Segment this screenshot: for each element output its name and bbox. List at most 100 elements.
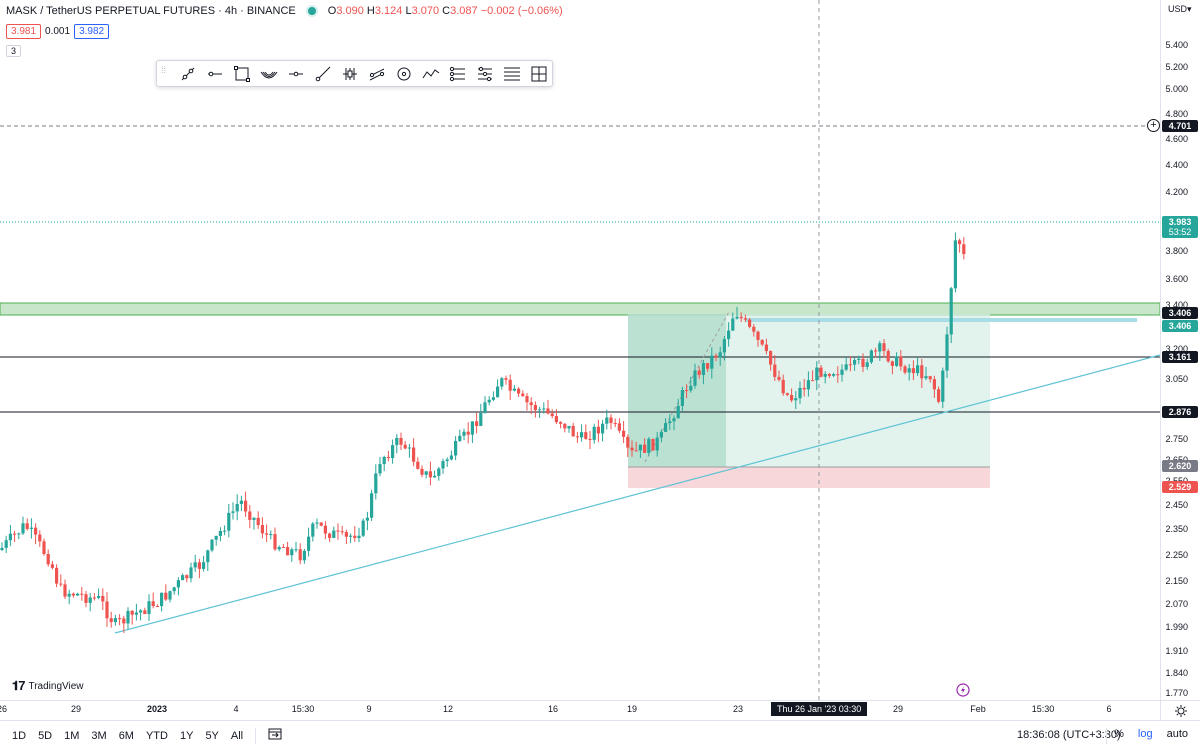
candle-body [794, 398, 798, 401]
path-tool-button[interactable] [417, 61, 444, 86]
alert-price-label[interactable]: 4.701 [1162, 120, 1198, 132]
tradingview-watermark[interactable]: 𝟏7 TradingView [8, 676, 88, 696]
candle-body [496, 386, 500, 398]
candle-body [785, 393, 789, 395]
candle-body [592, 426, 596, 440]
candle-body [298, 549, 302, 561]
ray-tool-button[interactable] [310, 61, 337, 86]
candle-body [0, 547, 4, 550]
horizontal-ray-tool-button[interactable] [202, 61, 229, 86]
market-open-status-icon [307, 7, 316, 15]
horizontal-line-tool-button[interactable] [283, 61, 310, 86]
candle-body [626, 436, 630, 448]
toolbar-drag-handle[interactable]: ⁞⁞ [161, 64, 167, 75]
price-tick: 2.250 [1165, 550, 1188, 560]
fib-fan-tool-button[interactable] [256, 61, 283, 86]
candle-body [206, 550, 210, 563]
horizontal-line-icon [289, 71, 304, 76]
timeframe-1d-button[interactable]: 1D [12, 729, 27, 742]
long-position-elapsed-zone[interactable] [628, 314, 726, 467]
price-tick: 2.750 [1165, 434, 1188, 444]
candle-body [67, 593, 71, 597]
fib-fan-icon [260, 71, 278, 78]
resistance-zone[interactable] [0, 302, 1160, 316]
candle-body [806, 380, 810, 390]
candle-body [563, 423, 567, 429]
parallel-channel-tool-button[interactable] [364, 61, 391, 86]
candle-body [853, 359, 857, 365]
tradingview-logo-icon: 𝟏7 [12, 678, 26, 693]
alert-plus-icon[interactable]: + [1147, 119, 1160, 132]
rectangle-tool-button[interactable] [229, 61, 256, 86]
timeframe-1y-button[interactable]: 1Y [179, 729, 194, 742]
timeframe-3m-button[interactable]: 3M [91, 729, 107, 742]
parallel-channel-icon [369, 68, 385, 80]
drawing-toolbar[interactable]: ⁞⁞ [156, 60, 553, 87]
auto-scale-toggle[interactable]: auto [1166, 728, 1188, 740]
candle-body [147, 601, 151, 614]
candle-body [571, 425, 575, 437]
circle-tool-button[interactable] [390, 61, 417, 86]
price-axis[interactable]: USD▾ 5.400 5.200 5.000 4.800 4.600 4.400 4.200… [1147, 0, 1200, 700]
candle-body [617, 423, 621, 431]
candle-body [895, 356, 899, 366]
timeframe-1m-button[interactable]: 1M [64, 729, 80, 742]
candle-body [647, 438, 651, 453]
settings-icon [1174, 704, 1187, 717]
date-range-button[interactable] [268, 728, 282, 743]
candle-body [664, 423, 668, 432]
pitchfork-tool-button[interactable] [337, 61, 364, 86]
candle-body [882, 343, 886, 351]
current-price-label: 3.983 53:52 [1162, 216, 1198, 238]
candle-body [920, 365, 924, 379]
candle-body [407, 447, 411, 449]
clock-timezone[interactable]: 18:36:08 (UTC+3:30) [1017, 729, 1121, 741]
candle-body [286, 547, 290, 556]
price-tick: 1.910 [1165, 646, 1188, 656]
percent-scale-toggle[interactable]: % [1114, 728, 1124, 740]
candle-body [328, 533, 332, 538]
sell-button[interactable]: 3.981 [6, 24, 42, 39]
timeframe-5d-button[interactable]: 5D [38, 729, 53, 742]
buy-button[interactable]: 3.982 [74, 24, 110, 39]
currency-selector[interactable]: USD▾ [1168, 4, 1192, 14]
candle-body [668, 421, 672, 424]
timeframe-all-button[interactable]: All [230, 729, 244, 742]
candle-body [710, 355, 714, 369]
trend-line-tool-button[interactable] [175, 61, 202, 86]
fib-retracement-tool-button[interactable] [498, 61, 525, 86]
measure-icon [531, 66, 547, 81]
candle-body [433, 475, 437, 478]
long-position-stop-zone[interactable] [628, 467, 990, 488]
candle-body [941, 370, 945, 402]
trend-line[interactable] [114, 354, 1160, 634]
price-tick: 3.400 [1165, 300, 1188, 310]
candle-body [399, 437, 403, 445]
candle-body [504, 378, 508, 380]
lightning-icon[interactable] [956, 683, 970, 697]
chart-area[interactable]: MASK / TetherUS PERPETUAL FUTURES · 4h ·… [0, 0, 1160, 700]
short-position-tool-button[interactable] [471, 61, 498, 86]
candle-body [651, 438, 655, 451]
candle-body [34, 527, 38, 535]
time-axis[interactable]: 26 29 2023 4 15:30 9 12 16 19 23 29 Feb … [0, 700, 1160, 720]
candle-body [802, 387, 806, 390]
measure-tool-button[interactable] [525, 61, 552, 86]
long-position-tool-button[interactable] [444, 61, 471, 86]
price-chart[interactable] [0, 0, 1160, 700]
timeframe-6m-button[interactable]: 6M [118, 729, 134, 742]
price-tick: 4.200 [1165, 187, 1188, 197]
projection-dashed-line[interactable] [644, 309, 731, 463]
log-scale-toggle[interactable]: log [1137, 728, 1153, 740]
candle-body [899, 356, 903, 367]
axis-corner[interactable] [1160, 700, 1200, 720]
candle-body [122, 618, 126, 624]
symbol-title[interactable]: MASK / TetherUS PERPETUAL FUTURES · 4h ·… [6, 5, 296, 17]
symbol-legend[interactable]: MASK / TetherUS PERPETUAL FUTURES · 4h ·… [6, 5, 563, 17]
candle-body [101, 595, 105, 602]
resistance-price-label: 3.406 [1162, 307, 1198, 319]
indicator-count-toggle[interactable]: 3 [6, 45, 22, 57]
timeframe-ytd-button[interactable]: YTD [145, 729, 168, 742]
candle-body [71, 593, 75, 596]
timeframe-5y-button[interactable]: 5Y [205, 729, 219, 742]
